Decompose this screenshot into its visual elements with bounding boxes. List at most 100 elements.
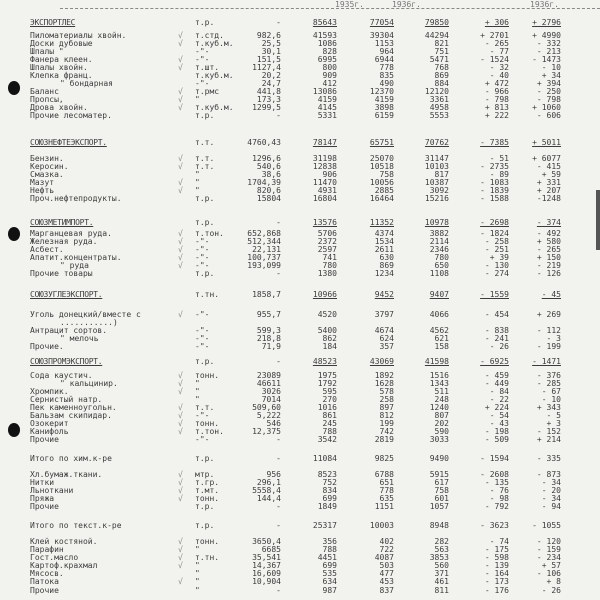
unit-cell: -"- bbox=[195, 342, 210, 351]
value-cell-2: 16464 bbox=[369, 194, 394, 203]
value-cell-3: 560 bbox=[434, 561, 449, 570]
unit-cell: т.тн. bbox=[195, 553, 220, 562]
unit-cell: -"- bbox=[195, 55, 210, 64]
item-name: Хромпик. bbox=[30, 387, 69, 396]
value-cell-2: 10003 bbox=[369, 521, 394, 530]
table-row: " руда √ -"- 193,099 780 869 650 - 130 - 219 bbox=[0, 261, 600, 270]
item-name: Смазка. bbox=[30, 170, 64, 179]
quantity-cell: 1704,39 bbox=[247, 178, 281, 187]
difference-cell-1: - 26 bbox=[489, 342, 509, 351]
unit-cell: т.тн. bbox=[195, 290, 220, 299]
value-cell-3: 884 bbox=[434, 79, 449, 88]
value-cell-3: 1343 bbox=[429, 379, 449, 388]
item-name: Мясосв. bbox=[30, 569, 64, 578]
difference-cell-1: - 265 bbox=[484, 39, 509, 48]
item-name: Прочие товары bbox=[30, 269, 93, 278]
difference-cell-1: + 813 bbox=[484, 103, 509, 112]
value-cell-1: 1975 bbox=[317, 371, 337, 380]
difference-cell-1: - 54 bbox=[489, 411, 509, 420]
difference-cell-2: - 332 bbox=[536, 39, 561, 48]
item-name: Железная руда. bbox=[30, 237, 98, 246]
difference-cell-1: - 76 bbox=[489, 486, 509, 495]
difference-cell-2: - 415 bbox=[536, 162, 561, 171]
quantity-cell: - bbox=[276, 454, 281, 463]
check-mark: √ bbox=[178, 310, 183, 319]
difference-cell-1: - 2608 bbox=[480, 470, 509, 479]
value-cell-2: 4374 bbox=[374, 229, 394, 238]
value-cell-3: 2114 bbox=[429, 237, 449, 246]
item-name: " руда bbox=[60, 261, 89, 270]
difference-cell-2: - 376 bbox=[536, 371, 561, 380]
difference-cell-1: - 77 bbox=[489, 47, 509, 56]
value-cell-2: 1892 bbox=[374, 371, 394, 380]
quantity-cell: 24,7 bbox=[261, 79, 281, 88]
table-section-row: СОЮЗУГЛЕЭКСПОРТ. т.тн. 1858,7 10966 9452 9407… bbox=[0, 290, 600, 299]
quantity-cell: - bbox=[276, 111, 281, 120]
value-cell-1: 535 bbox=[322, 569, 337, 578]
check-mark: √ bbox=[178, 371, 183, 380]
check-mark: √ bbox=[178, 561, 183, 570]
check-mark: √ bbox=[178, 379, 183, 388]
difference-cell-2: - 34 bbox=[541, 494, 561, 503]
table-row: Нитки √ т.гр. 296,1 752 651 617 - 135 - 34 bbox=[0, 478, 600, 487]
difference-cell-2: - 492 bbox=[536, 229, 561, 238]
check-mark: √ bbox=[178, 154, 183, 163]
unit-cell: т.т. bbox=[195, 138, 215, 147]
value-cell-3: 1240 bbox=[429, 403, 449, 412]
quantity-cell: 16,609 bbox=[252, 569, 281, 578]
value-cell-2: 778 bbox=[379, 486, 394, 495]
difference-cell-2: + 5011 bbox=[532, 138, 561, 147]
unit-cell: -"- bbox=[195, 79, 210, 88]
value-cell-3: 3092 bbox=[429, 186, 449, 195]
value-cell-3: 650 bbox=[434, 261, 449, 270]
value-cell-2: 402 bbox=[379, 537, 394, 546]
quantity-cell: 71,9 bbox=[261, 342, 281, 351]
quantity-cell: 12,375 bbox=[252, 427, 281, 436]
value-cell-1: 78147 bbox=[312, 138, 337, 147]
quantity-cell: 3650,4 bbox=[252, 537, 281, 546]
unit-cell: т.мт. bbox=[195, 486, 220, 495]
table-row: Клепка франц. т.куб.м. 20,2 909 835 869 - 40 + … bbox=[0, 71, 600, 80]
check-mark: √ bbox=[178, 229, 183, 238]
quantity-cell: 151,5 bbox=[256, 55, 281, 64]
value-cell-3: 15216 bbox=[424, 194, 449, 203]
table-section-row: ЭКСПОРТЛЕС т.р. - 85643 77054 79850 + 306 + 279… bbox=[0, 18, 600, 27]
value-cell-3: 811 bbox=[434, 586, 449, 595]
value-cell-2: 9825 bbox=[374, 454, 394, 463]
check-mark: √ bbox=[178, 494, 183, 503]
difference-cell-2: - 10 bbox=[541, 395, 561, 404]
difference-cell-1: - 1588 bbox=[480, 194, 509, 203]
item-name: Асбест. bbox=[30, 245, 64, 254]
table-row: Шпалы " -"- 30,1 828 964 751 - 77 - 213 bbox=[0, 47, 600, 56]
difference-cell-2: - 34 bbox=[541, 478, 561, 487]
difference-cell-1: - 274 bbox=[484, 269, 509, 278]
value-cell-1: 906 bbox=[322, 170, 337, 179]
check-mark: √ bbox=[178, 486, 183, 495]
quantity-cell: - bbox=[276, 18, 281, 27]
item-name: Пек каменноугольн. bbox=[30, 403, 117, 412]
difference-cell-2: - 1471 bbox=[532, 357, 561, 366]
value-cell-1: 4520 bbox=[317, 310, 337, 319]
item-name: Озокерит bbox=[30, 419, 69, 428]
value-cell-2: 778 bbox=[379, 63, 394, 72]
value-cell-3: 5471 bbox=[429, 55, 449, 64]
table-row: Прочие. -"- 71,9 184 357 158 - 26 - 199 bbox=[0, 342, 600, 351]
item-name: Шпалы " bbox=[30, 47, 64, 56]
quantity-cell: 546 bbox=[266, 419, 281, 428]
unit-cell: т.куб.м. bbox=[195, 39, 234, 48]
year-header-1: 1935г. bbox=[335, 0, 364, 9]
unit-cell: тонн. bbox=[195, 419, 220, 428]
difference-cell-1: - 509 bbox=[484, 435, 509, 444]
difference-cell-2: - 285 bbox=[536, 379, 561, 388]
difference-cell-2: - 335 bbox=[536, 454, 561, 463]
unit-cell: т.гр. bbox=[195, 478, 220, 487]
item-name: Прочие bbox=[30, 435, 59, 444]
item-name: Мазут bbox=[30, 178, 55, 187]
quantity-cell: 540,6 bbox=[256, 162, 281, 171]
difference-cell-2: - 213 bbox=[536, 47, 561, 56]
quantity-cell: 599,3 bbox=[256, 326, 281, 335]
unit-cell: " bbox=[195, 395, 200, 404]
table-row: Итого по текст.к-ре т.р. - 25317 10003 8948 - … bbox=[0, 521, 600, 530]
item-name: Уголь донецкий/вместе с bbox=[30, 310, 141, 319]
unit-cell: " bbox=[195, 577, 200, 586]
